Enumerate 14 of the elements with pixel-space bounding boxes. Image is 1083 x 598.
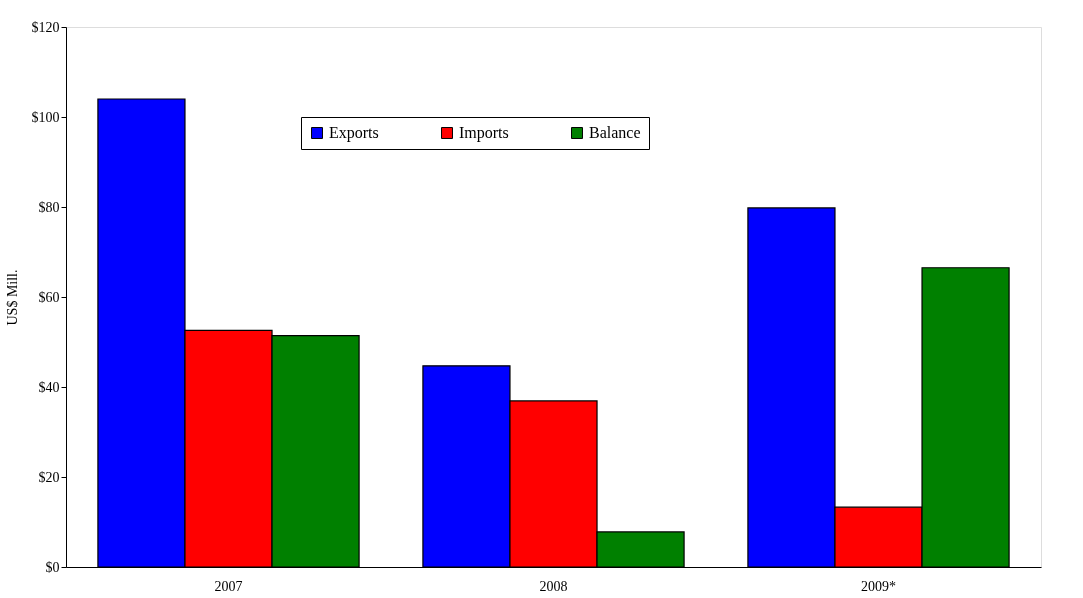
y-tick-label: $80	[38, 199, 60, 215]
y-tick-label: $100	[31, 109, 60, 125]
y-tick-label: $40	[38, 379, 60, 395]
y-axis-title: US$ Mill.	[4, 269, 20, 326]
legend-label: Exports	[329, 124, 379, 142]
y-tick-label: $0	[45, 559, 60, 575]
legend-label: Imports	[459, 124, 509, 142]
x-tick-label: 2007	[214, 578, 243, 594]
y-tick-label: $60	[38, 289, 60, 305]
legend-label: Balance	[589, 124, 641, 141]
y-tick-label: $20	[38, 469, 60, 485]
x-tick-label: 2009*	[861, 578, 896, 594]
x-tick-label: 2008	[539, 578, 568, 594]
y-tick-label: $120	[31, 19, 60, 35]
